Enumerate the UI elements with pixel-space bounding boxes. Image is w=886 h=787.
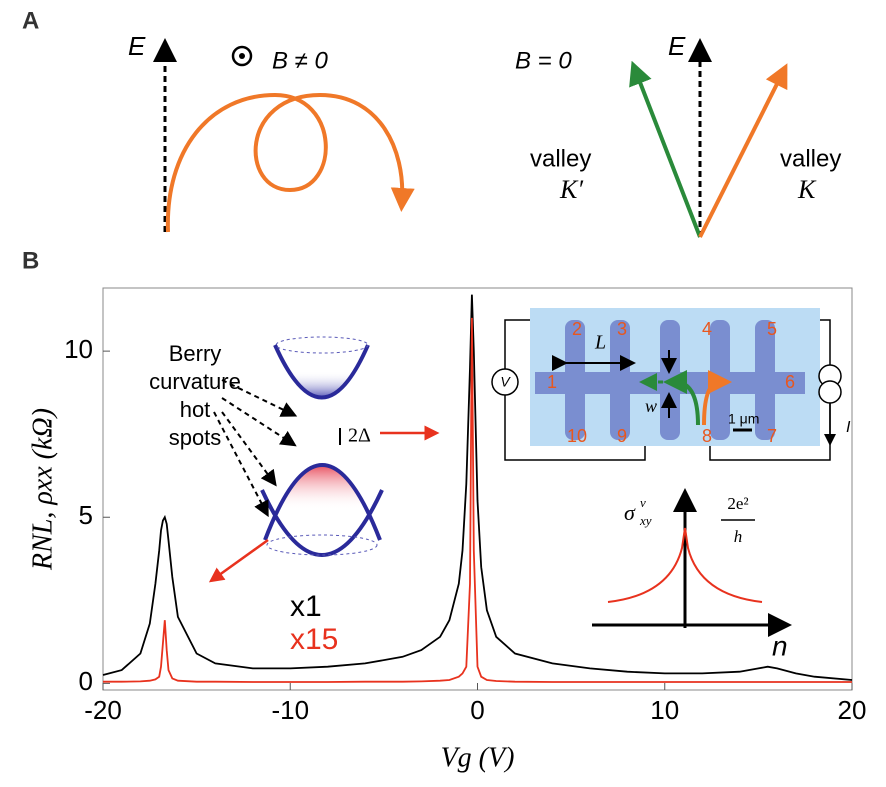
x-tick-label: 10	[650, 695, 679, 725]
device-number: 9	[617, 426, 627, 446]
device-number: 4	[702, 319, 712, 339]
figure: A B E B ≠ 0 E B = 0 valley K′ valley K -…	[0, 0, 886, 782]
cyclotron-orbit	[168, 95, 402, 232]
device-number: 5	[767, 319, 777, 339]
device-number: 3	[617, 319, 627, 339]
field-label: B = 0	[515, 47, 572, 74]
band-inset	[214, 337, 432, 578]
device-number: 7	[767, 426, 777, 446]
inset-label: curvature	[149, 369, 241, 394]
quantum-label: 2e²	[727, 494, 748, 513]
gap-label: 2Δ	[348, 425, 371, 447]
valley-label: K′	[559, 175, 583, 204]
y-tick-label: 0	[79, 666, 93, 696]
y-axis-label: RNL, ρxx (kΩ)	[27, 408, 58, 571]
device-number: 10	[567, 426, 587, 446]
axis-label: E	[128, 31, 146, 61]
legend-entry: x15	[290, 623, 338, 656]
valley-label: valley	[530, 145, 591, 172]
axis-label: n	[772, 630, 788, 661]
y-tick-label: 5	[79, 500, 93, 530]
x-tick-label: -10	[271, 695, 309, 725]
x-axis-label: Vg (V)	[441, 742, 515, 773]
valley-arrow	[636, 72, 700, 237]
valley-label: K	[797, 175, 817, 204]
axis-label: E	[668, 31, 686, 61]
legend-entry: x1	[290, 590, 322, 623]
sigma-label: xy	[639, 513, 652, 528]
valley-label: valley	[780, 145, 841, 172]
scale-label: 1 μm	[728, 411, 759, 427]
x-tick-label: 0	[470, 695, 484, 725]
device-number: 2	[572, 319, 582, 339]
inset-label: spots	[169, 425, 222, 450]
device-number: 1	[547, 372, 557, 392]
sigma-label: v	[640, 495, 646, 510]
inset-label: hot	[180, 397, 211, 422]
dimension-label: w	[645, 396, 657, 416]
inset-label: Berry	[169, 341, 222, 366]
field-symbol	[239, 53, 245, 59]
x-tick-label: -20	[84, 695, 122, 725]
sigma-label: σ	[624, 500, 636, 525]
page: A B E B ≠ 0 E B = 0 valley K′ valley K -…	[0, 0, 886, 787]
quantum-label: h	[734, 527, 743, 546]
sigma-inset	[592, 500, 780, 628]
dimension-label: L	[594, 332, 606, 354]
x-tick-label: 20	[838, 695, 867, 725]
panel-label: B	[22, 247, 39, 274]
field-label: B ≠ 0	[272, 47, 329, 74]
device-number: 6	[785, 372, 795, 392]
valley-arrow	[700, 74, 782, 237]
current-label: I	[846, 419, 851, 436]
y-tick-label: 10	[64, 334, 93, 364]
panel-label: A	[22, 7, 39, 34]
device-number: 8	[702, 426, 712, 446]
